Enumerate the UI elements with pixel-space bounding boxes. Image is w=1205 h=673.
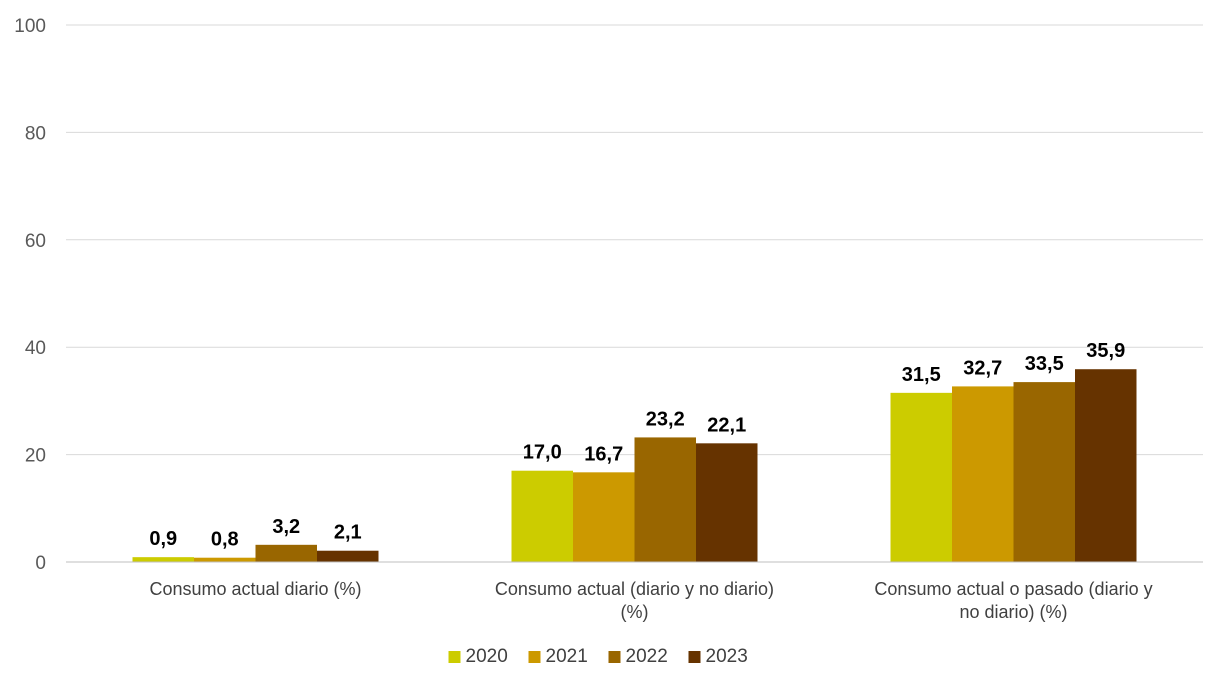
legend-label: 2022 — [626, 646, 668, 667]
data-label: 3,2 — [272, 516, 300, 538]
y-tick-label: 40 — [25, 338, 46, 359]
data-label: 33,5 — [1025, 353, 1064, 375]
y-axis-tick-labels: 0 20 40 60 80 100 — [14, 16, 46, 574]
bar-2022-cat2 — [634, 437, 696, 562]
data-labels: 0,9 0,8 3,2 2,1 17,0 16,7 23,2 22,1 31,5 32,7 33,5… — [149, 340, 1125, 550]
category-label-line: Consumo actual (diario y no diario) — [495, 579, 774, 599]
bar-2023-cat3 — [1075, 369, 1137, 562]
legend-label: 2020 — [466, 646, 508, 667]
y-tick-label: 20 — [25, 446, 46, 467]
bars — [132, 369, 1137, 562]
bar-2021-cat1 — [194, 557, 256, 562]
y-tick-label: 80 — [25, 123, 46, 144]
bar-2023-cat1 — [317, 550, 379, 562]
legend-swatch-2020 — [448, 651, 461, 663]
data-label: 31,5 — [902, 364, 941, 386]
bar-2020-cat3 — [890, 392, 952, 562]
category-label-line: Consumo actual diario (%) — [149, 579, 361, 599]
data-label: 22,1 — [707, 414, 746, 436]
legend-label: 2023 — [706, 646, 748, 667]
bar-2020-cat1 — [132, 557, 194, 562]
category-label-line: Consumo actual o pasado (diario y — [874, 579, 1152, 599]
legend-swatch-2023 — [688, 651, 701, 663]
data-label: 17,0 — [523, 442, 562, 464]
bar-2020-cat2 — [511, 470, 573, 562]
category-label: Consumo actual (diario y no diario) (%) — [495, 579, 774, 622]
bar-2021-cat2 — [573, 472, 635, 562]
bar-2022-cat3 — [1013, 382, 1075, 562]
data-label: 0,8 — [211, 529, 239, 551]
category-label-line: (%) — [621, 602, 649, 622]
data-label: 23,2 — [646, 408, 685, 430]
category-label-line: no diario) (%) — [959, 602, 1067, 622]
data-label: 2,1 — [334, 522, 362, 544]
bar-2021-cat3 — [952, 386, 1014, 562]
legend: 2020 2021 2022 2023 — [448, 646, 748, 667]
data-label: 16,7 — [584, 443, 623, 465]
y-tick-label: 100 — [14, 16, 46, 37]
legend-label: 2021 — [546, 646, 588, 667]
y-tick-label: 0 — [35, 553, 46, 574]
legend-swatch-2022 — [608, 651, 621, 663]
y-tick-label: 60 — [25, 231, 46, 252]
bar-2023-cat2 — [696, 443, 758, 562]
category-label: Consumo actual o pasado (diario y no diar… — [874, 579, 1152, 622]
data-label: 32,7 — [963, 357, 1002, 379]
data-label: 0,9 — [149, 528, 177, 550]
data-label: 35,9 — [1086, 340, 1125, 362]
category-labels: Consumo actual diario (%) Consumo actual … — [149, 579, 1152, 622]
legend-swatch-2021 — [528, 651, 541, 663]
bar-2022-cat1 — [255, 544, 317, 562]
category-label: Consumo actual diario (%) — [149, 579, 361, 599]
